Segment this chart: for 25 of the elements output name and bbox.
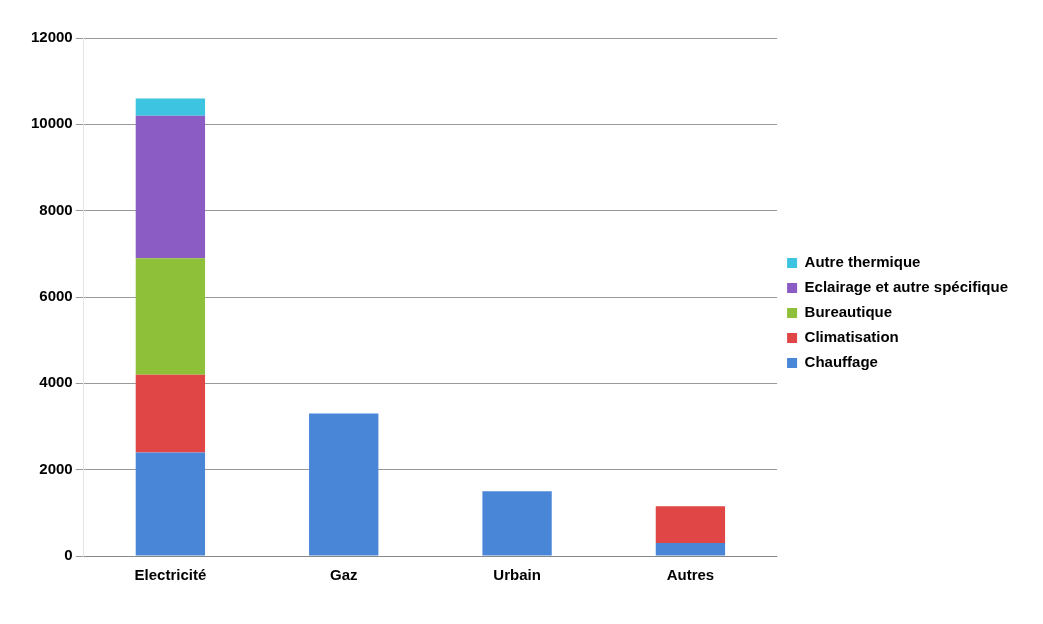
legend-label: Autre thermique — [804, 253, 921, 271]
bar — [135, 98, 206, 116]
y-tick-label: 2000 — [39, 459, 73, 477]
y-tick-label: 4000 — [39, 373, 73, 391]
x-tick-label: Urbain — [493, 566, 541, 584]
bar — [135, 258, 206, 375]
bar — [482, 491, 552, 556]
bar — [135, 374, 206, 453]
bar — [135, 115, 206, 259]
legend-label: Chauffage — [804, 353, 878, 371]
bar — [655, 506, 726, 544]
bar — [655, 543, 726, 556]
y-tick-label: 10000 — [30, 114, 73, 132]
legend-label: Eclairage et autre spécifique — [804, 278, 1009, 296]
legend-label: Climatisation — [804, 328, 899, 346]
bar — [135, 452, 206, 556]
x-tick-label: Electricité — [134, 566, 207, 584]
y-tick-label: 6000 — [39, 287, 73, 305]
y-tick-label: 8000 — [39, 200, 73, 218]
y-tick-label: 0 — [64, 546, 73, 564]
x-tick-label: Gaz — [329, 566, 358, 584]
bar — [309, 413, 379, 556]
legend-label: Bureautique — [804, 303, 893, 321]
x-tick-label: Autres — [666, 566, 715, 584]
y-tick-label: 12000 — [30, 28, 73, 46]
